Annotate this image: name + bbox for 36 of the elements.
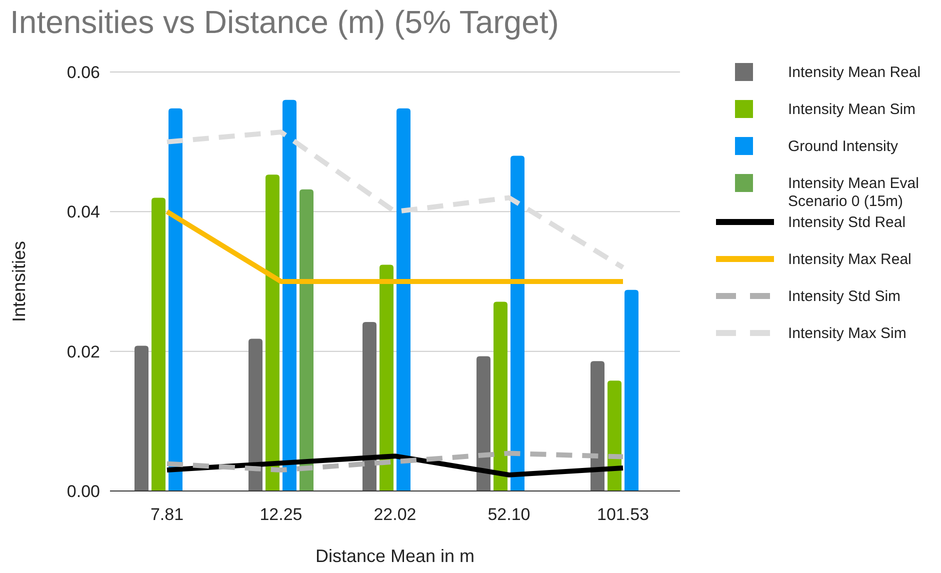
bar xyxy=(590,361,604,491)
legend-label: Intensity Mean Eval Scenario 0 (15m) xyxy=(788,175,919,210)
x-tick-label: 7.81 xyxy=(150,505,184,524)
bar xyxy=(134,346,148,491)
legend-label: Intensity Mean Real xyxy=(788,64,921,81)
x-tick-label: 22.02 xyxy=(374,505,416,524)
bar xyxy=(300,189,314,491)
bar xyxy=(476,356,490,491)
bar xyxy=(282,100,296,491)
y-tick-label: 0.06 xyxy=(66,63,100,82)
legend-label: Intensity Max Real xyxy=(788,251,912,268)
y-tick-label: 0.04 xyxy=(66,202,100,222)
x-tick-label: 12.25 xyxy=(260,505,302,524)
x-tick-label: 101.53 xyxy=(597,505,649,524)
bar xyxy=(380,264,394,491)
bar xyxy=(266,174,280,491)
bar xyxy=(396,108,410,491)
bar xyxy=(362,322,376,491)
y-axis-title: Intensities xyxy=(9,240,29,322)
bar xyxy=(494,302,508,491)
bar xyxy=(248,338,262,491)
bar xyxy=(510,156,524,491)
y-tick-label: 0.02 xyxy=(66,342,100,362)
bar xyxy=(608,380,622,491)
x-tick-label: 52.10 xyxy=(488,505,530,524)
legend-label: Ground Intensity xyxy=(788,138,899,155)
bar xyxy=(152,198,166,491)
x-axis-title: Distance Mean in m xyxy=(315,546,475,566)
legend-label: Intensity Max Sim xyxy=(788,325,906,342)
y-tick-label: 0.00 xyxy=(66,482,100,501)
legend-label: Intensity Std Sim xyxy=(788,288,901,305)
legend-label: Intensity Mean Sim xyxy=(788,101,916,118)
bar xyxy=(168,108,182,491)
legend-label: Intensity Std Real xyxy=(788,214,906,231)
chart-title: Intensities vs Distance (m) (5% Target) xyxy=(10,4,559,40)
bar xyxy=(624,290,638,491)
